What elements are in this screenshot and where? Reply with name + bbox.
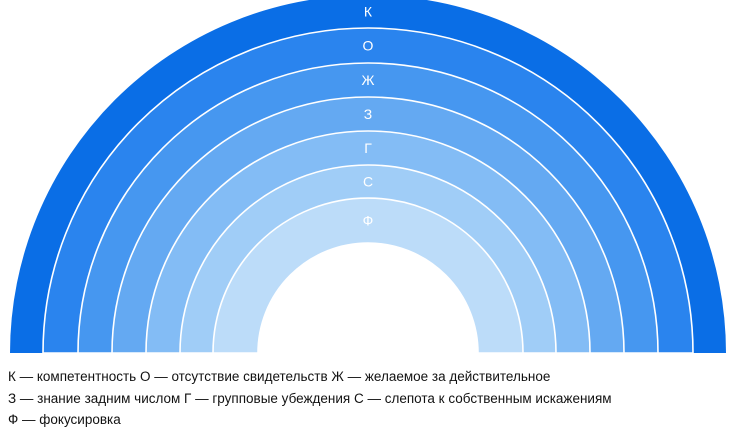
arc-center-hole [257,242,479,354]
arc-band-label-5: Г [364,140,372,156]
rainbow-arc-diagram: К О Ж З Г С Ф [10,0,726,354]
arc-band-label-6: С [363,174,373,190]
legend-line-2: З — знание задним числом Г — групповые у… [8,390,612,406]
arc-band-label-3: Ж [362,72,375,88]
arc-band-label-7: Ф [363,213,374,229]
legend-line-3: Ф — фокусировка [8,412,121,427]
legend: К — компетентность О — отсутствие свидет… [8,366,728,431]
arc-band-label-2: О [363,38,374,54]
arc-band-label-1: К [364,4,373,20]
legend-line-1: К — компетентность О — отсутствие свидет… [8,369,551,384]
arc-band-label-4: З [364,106,372,122]
